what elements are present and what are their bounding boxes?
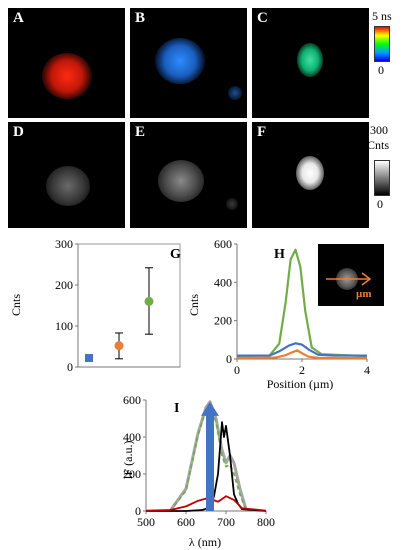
gray-spot-d (46, 166, 90, 206)
chart-g-ytick-label: 0 (67, 360, 73, 374)
chart-h-ytick-label: 0 (226, 352, 232, 366)
panel-c: C (252, 8, 369, 118)
chart-g-point-0 (85, 353, 93, 362)
green-emission-spot (297, 43, 323, 77)
chart-i-series-0 (168, 400, 248, 512)
panel-d: D (8, 122, 125, 228)
chart-i-ytick-label: 600 (123, 393, 141, 407)
chart-g-frame (77, 243, 181, 368)
counts-colorbar-min: 0 (377, 197, 383, 211)
chart-g-ylabel: Cnts (9, 294, 23, 316)
panel-f: F (252, 122, 369, 228)
chart-h-ytick-label: 200 (214, 314, 232, 328)
faint-gray-spot-e (226, 198, 238, 210)
chart-g-panel-label: G (170, 247, 181, 262)
chart-i-ytick-label: 0 (135, 504, 141, 518)
panel-label-d: D (13, 124, 24, 140)
chart-h-series-1 (237, 342, 367, 357)
chart-h-ytick-label: 400 (214, 275, 232, 289)
chart-i-ylabel: IF (a.u.) (121, 441, 135, 480)
faint-blue-spot (228, 86, 242, 100)
gray-spot-e (158, 160, 204, 202)
chart-h-ylabel: Cnts (187, 294, 201, 316)
chart-i-arrow-icon (201, 401, 219, 416)
chart-i-xlabel: λ (nm) (189, 535, 221, 549)
chart-h-xtick-label: 0 (234, 363, 240, 377)
counts-colorbar-unit: Cnts (367, 138, 390, 152)
chart-i-series-1 (169, 401, 247, 512)
panel-e: E (130, 122, 247, 228)
lifetime-colorbar (374, 26, 390, 62)
lifetime-colorbar-max: 5 ns (372, 9, 392, 23)
chart-i-series-3 (145, 495, 267, 512)
panel-label-a: A (13, 10, 24, 26)
panel-a: A (8, 8, 125, 118)
counts-colorbar-max: 300 (370, 123, 388, 137)
chart-h-xtick-label: 2 (299, 363, 305, 377)
chart-g-point-2 (144, 296, 154, 306)
chart-h-ytick-label: 600 (214, 237, 232, 251)
chart-i-xtick-label: 600 (177, 515, 195, 529)
chart-i-ytick-label: 400 (123, 430, 141, 444)
red-emission-spot (42, 53, 92, 99)
lifetime-colorbar-min: 0 (378, 63, 384, 77)
chart-g-point-1 (114, 341, 124, 351)
chart-i-series-2 (146, 421, 267, 512)
blue-emission-spot (155, 38, 205, 84)
panel-b: B (130, 8, 247, 118)
chart-h-inset: µm (318, 244, 384, 306)
chart-h-xtick-label: 4 (364, 363, 370, 377)
panel-label-f: F (257, 124, 267, 140)
chart-i-xtick-label: 500 (137, 515, 155, 529)
chart-i-arrow-shaft (206, 413, 214, 511)
chart-i-xtick-label: 700 (217, 515, 235, 529)
chart-h-series-2 (236, 349, 368, 360)
chart-h-panel-label: H (274, 247, 285, 262)
chart-i-xtick-label: 800 (257, 515, 275, 529)
chart-i-frame (146, 400, 266, 511)
chart-h-xlabel: Position (µm) (267, 377, 334, 391)
chart-g-ytick-label: 300 (55, 237, 73, 251)
chart-i-panel-label: I (174, 401, 179, 416)
inset-unit-label: µm (356, 288, 372, 300)
panel-label-b: B (135, 10, 146, 26)
chart-i-ytick-label: 200 (123, 467, 141, 481)
inset-arrow-icon (326, 272, 372, 286)
bright-spot-f (296, 156, 324, 190)
chart-g-ytick-label: 100 (55, 319, 73, 333)
panel-label-e: E (135, 124, 146, 140)
chart-g-ytick-label: 200 (55, 278, 73, 292)
counts-colorbar (374, 160, 390, 196)
panel-label-c: C (257, 10, 268, 26)
